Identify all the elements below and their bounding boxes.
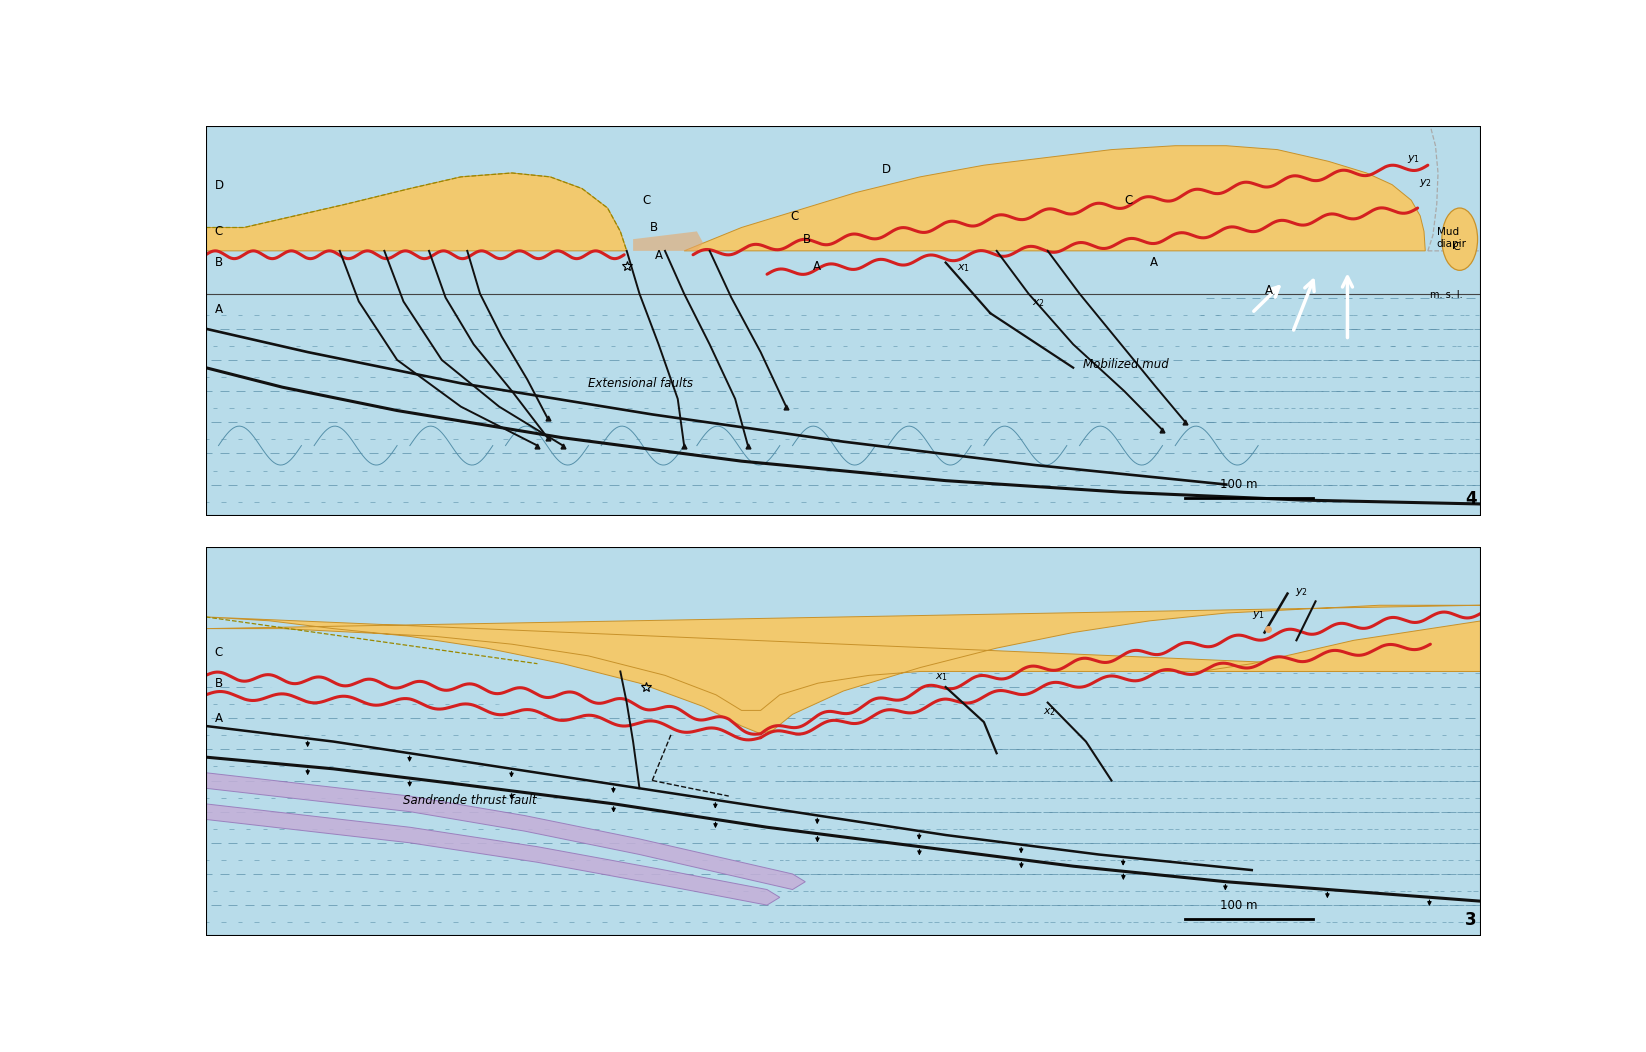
Text: B: B (214, 677, 222, 690)
Polygon shape (206, 126, 1481, 515)
Text: m. s. l.: m. s. l. (1430, 289, 1463, 300)
Text: Mobilized mud: Mobilized mud (1083, 358, 1169, 370)
Text: 3: 3 (1465, 911, 1476, 929)
Text: B: B (650, 221, 658, 235)
Text: $x_2$: $x_2$ (1042, 706, 1055, 719)
Text: Extensional faults: Extensional faults (589, 378, 693, 390)
Text: C: C (1124, 195, 1132, 207)
Text: D: D (882, 163, 890, 176)
Text: C: C (214, 225, 222, 239)
Text: C: C (790, 209, 798, 223)
Text: $y_1$: $y_1$ (1253, 609, 1264, 621)
Text: $x_1$: $x_1$ (935, 671, 948, 683)
Text: A: A (1151, 257, 1157, 269)
Polygon shape (206, 605, 1481, 734)
Polygon shape (685, 146, 1425, 250)
Polygon shape (1427, 126, 1481, 250)
Text: $y_2$: $y_2$ (1295, 586, 1309, 598)
Text: $x_2$: $x_2$ (1032, 298, 1045, 309)
Text: $x_1$: $x_1$ (956, 262, 969, 275)
Text: C: C (1452, 242, 1460, 252)
Text: B: B (803, 234, 811, 246)
Text: $y_2$: $y_2$ (1419, 177, 1432, 188)
Text: B: B (214, 257, 222, 269)
Text: 100 m: 100 m (1220, 479, 1258, 491)
Text: $y_1$: $y_1$ (1407, 154, 1420, 165)
Text: A: A (1264, 284, 1272, 297)
Text: 4: 4 (1465, 490, 1476, 508)
Polygon shape (206, 804, 780, 905)
Text: Sandrende thrust fault: Sandrende thrust fault (403, 794, 537, 807)
Text: A: A (813, 260, 821, 274)
Text: C: C (214, 646, 222, 659)
Text: A: A (655, 248, 663, 262)
Polygon shape (1200, 621, 1481, 671)
Text: 100 m: 100 m (1220, 899, 1258, 912)
Text: Mud
diapir: Mud diapir (1437, 227, 1467, 249)
Polygon shape (206, 173, 627, 250)
Ellipse shape (1442, 208, 1478, 270)
Polygon shape (206, 773, 805, 890)
Text: C: C (642, 195, 650, 207)
Text: A: A (214, 712, 222, 725)
Text: D: D (214, 179, 224, 191)
Text: A: A (214, 303, 222, 317)
Polygon shape (634, 231, 703, 250)
Polygon shape (206, 547, 1481, 936)
